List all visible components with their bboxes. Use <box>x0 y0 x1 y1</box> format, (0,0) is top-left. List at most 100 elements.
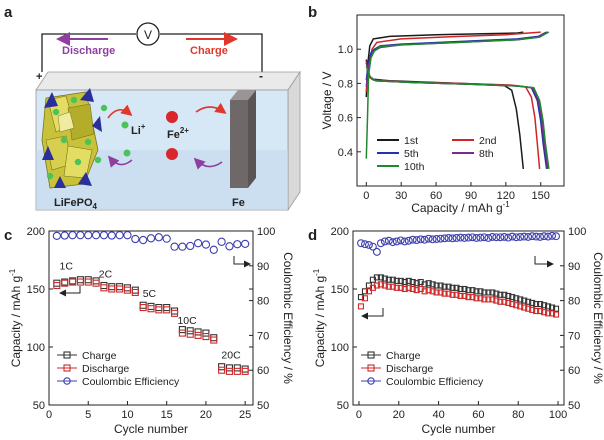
square-marker <box>225 367 234 375</box>
square-marker <box>445 283 452 290</box>
square-marker <box>501 291 508 298</box>
square-marker <box>194 331 202 339</box>
square-marker <box>84 278 92 286</box>
x-tick-label: 150 <box>532 190 550 202</box>
circle-marker <box>428 235 437 244</box>
square-marker <box>465 287 472 294</box>
circle-marker <box>193 239 203 248</box>
x-axis-label: Cycle number <box>114 422 188 436</box>
lifepo4-crystal <box>41 88 108 189</box>
circle-marker <box>496 233 505 242</box>
square-marker <box>202 333 210 341</box>
circle-marker <box>492 233 501 242</box>
square-marker <box>549 304 556 311</box>
square-marker <box>429 281 436 288</box>
cathode-label: LiFePO4 <box>54 197 98 211</box>
panel-b-voltage-profile: 0 30 60 90 120 150 0.4 0.6 0.8 1.0 Capacity / mAh … <box>320 14 565 215</box>
square-marker <box>509 301 516 308</box>
square-marker <box>92 279 100 287</box>
x-tick-label: 10 <box>121 409 133 421</box>
square-marker <box>367 364 375 372</box>
circle-marker <box>544 232 553 241</box>
square-marker <box>461 292 468 300</box>
li-discharge-arrow <box>107 155 133 168</box>
y2-tick-label: 80 <box>568 296 580 308</box>
square-marker <box>525 298 532 305</box>
circle-marker <box>170 242 179 251</box>
rate-label: 1C <box>60 260 74 272</box>
circle-marker <box>131 234 140 244</box>
square-marker <box>63 364 71 372</box>
y-axis-label: Voltage / V <box>320 71 334 129</box>
square-marker <box>421 281 428 288</box>
circle-marker <box>552 232 560 241</box>
square-marker <box>100 284 108 292</box>
square-marker <box>533 307 540 315</box>
square-marker <box>163 306 171 314</box>
rate-label: 20C <box>221 350 241 362</box>
square-marker <box>367 351 375 359</box>
square-marker <box>116 285 124 293</box>
square-marker <box>513 295 520 302</box>
circle-marker <box>524 232 533 241</box>
square-marker <box>552 311 560 318</box>
x-tick-label: 25 <box>239 409 251 421</box>
circle-marker <box>241 239 250 249</box>
discharge-label: Discharge <box>62 45 115 57</box>
y-tick-label: 200 <box>331 226 349 238</box>
legend-label: Discharge <box>82 363 129 375</box>
square-marker <box>186 330 194 338</box>
y2-tick-label: 90 <box>257 261 269 273</box>
negative-terminal: - <box>259 69 263 83</box>
circle-marker <box>186 241 195 251</box>
square-marker <box>100 281 108 290</box>
circle-marker <box>146 234 156 243</box>
circle-marker <box>540 232 549 241</box>
square-marker <box>357 303 365 310</box>
square-marker <box>381 282 388 289</box>
circle-marker <box>368 242 377 251</box>
x-tick-label: 60 <box>430 190 442 202</box>
square-marker <box>155 306 163 314</box>
li-ion <box>121 121 129 129</box>
square-marker <box>393 284 400 291</box>
x-tick-label: 0 <box>356 409 362 421</box>
voltmeter-label: V <box>144 28 152 42</box>
circle-marker <box>380 237 389 246</box>
square-marker <box>170 307 179 315</box>
square-marker <box>473 295 480 302</box>
y-tick-label: 100 <box>27 342 45 354</box>
axis-pointer-arrow <box>534 256 554 268</box>
fe-electrode-side <box>248 90 256 188</box>
square-marker <box>489 296 496 303</box>
anode-label: Fe <box>232 197 245 209</box>
square-marker <box>521 304 528 311</box>
circle-marker <box>400 237 409 246</box>
x-tick-label: 5 <box>85 409 91 421</box>
square-marker <box>549 310 556 317</box>
wire-right <box>160 33 263 90</box>
square-marker <box>489 289 496 296</box>
square-marker <box>537 307 544 315</box>
legend-label: Discharge <box>386 363 433 375</box>
circle-marker <box>392 237 401 246</box>
plot-frame <box>352 230 565 406</box>
square-marker <box>210 336 218 344</box>
circle-marker <box>364 240 373 249</box>
circle-marker <box>367 377 375 385</box>
y2-tick-label: 70 <box>568 330 580 342</box>
circle-marker <box>388 238 397 247</box>
square-marker <box>425 280 432 287</box>
square-marker <box>76 278 84 286</box>
circle-marker <box>520 232 529 241</box>
square-marker <box>461 285 468 293</box>
fe-discharge-arrow <box>193 157 223 170</box>
axis-pointer-arrow <box>59 286 81 297</box>
square-marker <box>441 290 448 297</box>
square-marker <box>381 275 388 282</box>
circle-marker <box>357 239 365 248</box>
fe-electrode <box>230 100 248 188</box>
square-marker <box>377 281 384 288</box>
square-marker <box>521 297 528 304</box>
x-tick-label: 0 <box>363 190 369 202</box>
